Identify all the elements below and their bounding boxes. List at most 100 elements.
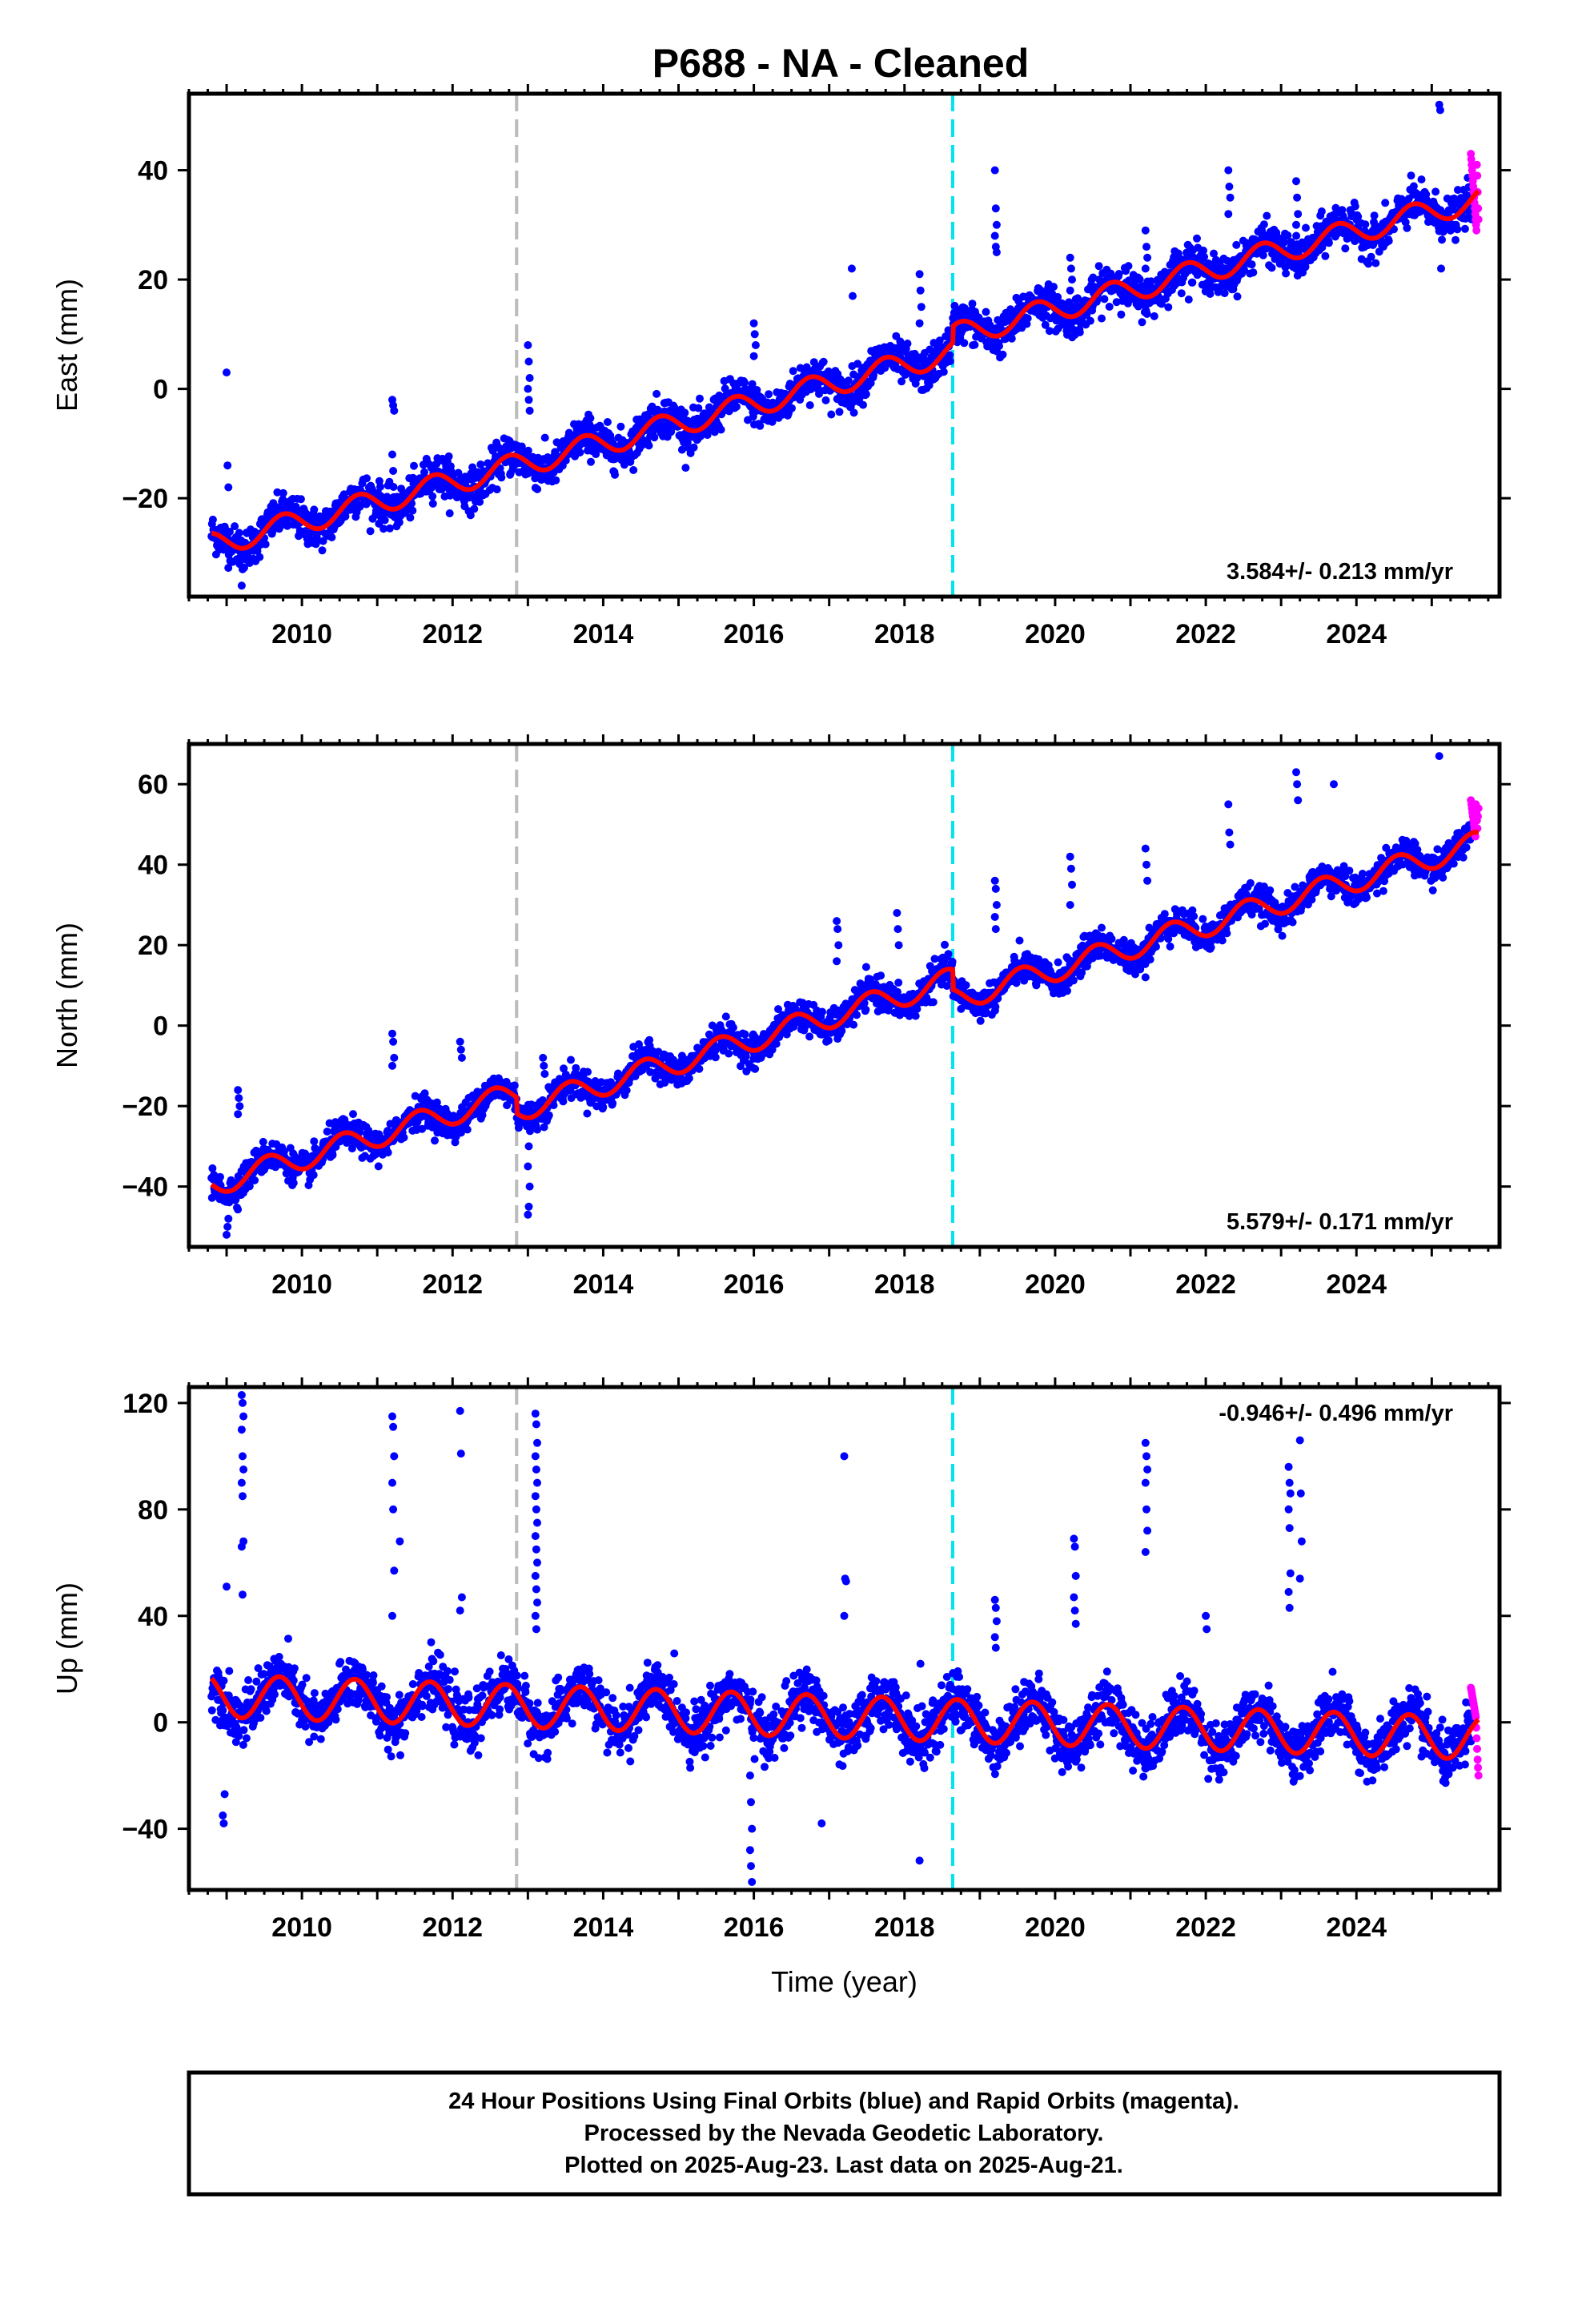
outlier-point [223,461,232,470]
data-point [694,404,703,412]
data-point [400,1133,408,1142]
outlier-point [524,357,533,366]
data-point [1138,318,1146,327]
data-point [941,940,949,949]
outlier-point [1066,253,1074,262]
data-point [576,448,584,456]
data-point [944,950,953,959]
outlier-point [239,565,247,573]
data-point [732,402,741,411]
data-point [1193,234,1201,243]
data-point [234,1205,243,1214]
data-point [428,492,437,501]
data-point [650,433,659,442]
data-point [1015,936,1024,945]
data-point [903,340,912,348]
data-point [861,390,870,399]
y-tick-label: −20 [122,484,168,514]
outlier-point [915,270,924,279]
data-point [818,1007,826,1016]
data-point [1054,958,1062,967]
x-tick-label: 2020 [1025,619,1086,649]
data-point [235,529,243,537]
data-point [849,1020,858,1029]
outlier-point [1143,253,1152,262]
outlier-point [1066,286,1074,295]
outlier-point [847,264,856,273]
outlier-point [1226,193,1235,202]
data-point [363,474,371,483]
data-point [524,446,532,455]
data-point [853,360,862,368]
data-point [584,1068,592,1076]
outlier-point [917,303,926,312]
outlier-point [525,374,534,382]
outlier-point [991,204,1000,213]
data-point [946,357,954,366]
data-point [1233,292,1242,301]
data-point [877,971,885,980]
data-point [444,452,453,460]
data-point [366,527,375,536]
rapid-orbit-point [1474,204,1483,213]
data-point [1114,270,1123,278]
data-point [1100,295,1109,304]
data-point [533,485,542,493]
y-tick-label: 0 [153,375,168,405]
outlier-point [1292,177,1300,186]
data-point [552,476,560,485]
final-orbit-points [207,752,1483,1239]
data-point [1438,235,1446,244]
data-point [741,1030,749,1039]
data-point [835,408,844,416]
data-point [696,394,704,403]
data-point [815,389,823,398]
data-point [695,1064,704,1073]
data-point [929,998,938,1007]
data-point [380,516,389,525]
data-point [1267,263,1276,272]
data-point [1453,225,1462,234]
data-point [276,522,285,530]
data-point [1075,328,1084,336]
outlier-point [239,554,248,563]
data-point [976,1016,985,1025]
data-point [1364,259,1373,268]
data-point [652,389,661,398]
data-point [231,522,239,531]
data-point [721,1012,730,1021]
data-point [428,499,437,508]
data-point [1124,262,1133,271]
outlier-point [524,396,533,404]
data-point [616,422,625,431]
velocity-rate-label: 3.584+/- 0.213 mm/yr [1227,559,1453,585]
data-point [788,404,796,412]
outlier-point [1292,220,1300,229]
data-point [1188,278,1197,287]
data-point [410,461,418,470]
outlier-point [1225,183,1234,191]
rapid-orbit-point [1473,171,1482,180]
outlier-point [525,406,534,415]
data-point [827,410,836,419]
rapid-orbit-point [1474,215,1483,223]
data-point [603,418,612,426]
data-point [310,1137,319,1146]
outlier-point [1293,193,1302,202]
outlier-point [524,384,532,393]
outlier-point [389,467,398,475]
data-point [849,408,858,417]
data-point [824,1036,833,1045]
outlier-point [849,292,857,300]
data-point [1317,207,1326,215]
data-point [510,1081,519,1090]
data-point [1341,244,1350,253]
data-point [540,433,549,442]
data-point [395,518,404,527]
data-point [806,385,815,394]
data-point [960,339,969,348]
data-point [318,546,327,555]
data-point [470,505,479,513]
data-point [1023,314,1032,323]
outlier-point [1437,264,1445,273]
